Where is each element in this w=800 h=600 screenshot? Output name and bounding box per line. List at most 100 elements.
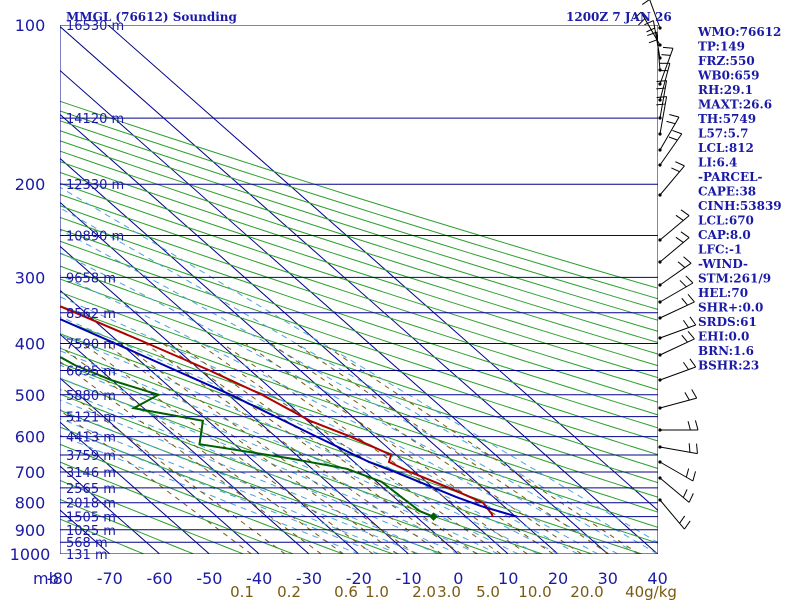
wind-barb-flag xyxy=(646,27,655,33)
pressure-tick-label: 900 xyxy=(15,521,46,540)
moist-adiabat xyxy=(60,296,579,554)
wind-barb-flag xyxy=(688,493,694,503)
height-label: 568 m xyxy=(66,536,108,551)
temperature-tick-label: -60 xyxy=(147,569,173,588)
wind-barb-flag xyxy=(689,358,697,368)
temperature-tick-label: -30 xyxy=(296,569,322,588)
wind-barb-flag xyxy=(679,515,686,524)
isotherm-line xyxy=(60,113,559,554)
height-label: 8562 m xyxy=(66,307,116,322)
temperature-tick-label: -10 xyxy=(396,569,422,588)
wind-barb xyxy=(659,477,690,503)
dewpoint-line xyxy=(60,355,434,518)
wind-barb xyxy=(659,237,690,263)
wind-barb-base xyxy=(658,43,662,47)
wind-barb xyxy=(659,282,694,303)
index-line: -WIND- xyxy=(698,257,748,271)
temperature-tick-label: 30 xyxy=(598,569,618,588)
wind-barb xyxy=(656,32,661,71)
mixing-ratio-line xyxy=(162,343,462,554)
wind-barb-flag xyxy=(689,316,697,326)
height-label: 5121 m xyxy=(66,411,116,426)
wind-barb-base xyxy=(658,116,662,120)
pressure-tick-label: 600 xyxy=(15,428,46,447)
sounding-curves xyxy=(60,305,518,521)
wind-barb-flag xyxy=(671,167,680,173)
height-label: 9658 m xyxy=(66,271,116,286)
indices-panel: WMO:76612TP:149FRZ:550WB0:659RH:29.1MAXT… xyxy=(697,25,782,373)
wind-barb xyxy=(649,0,661,29)
wind-barb-flag xyxy=(668,136,678,141)
mixing-ratio-tick-label: 0.2 xyxy=(277,583,301,600)
index-line: LCL:670 xyxy=(698,214,754,228)
wind-barb xyxy=(659,499,685,530)
wind-barb-flag xyxy=(656,103,666,106)
wind-barb-base xyxy=(658,460,662,464)
mixing-ratio-tick-label: 1.0 xyxy=(365,583,389,600)
wind-barb xyxy=(659,48,674,85)
mixing-ratio-line xyxy=(270,343,582,554)
isotherm-line xyxy=(60,333,310,554)
wind-barb-flag xyxy=(687,330,695,340)
wind-barb-base xyxy=(658,336,662,340)
wind-barb-flag xyxy=(669,114,680,118)
wind-barb-base xyxy=(658,132,662,136)
index-line: WB0:659 xyxy=(697,69,759,83)
wind-barb-flag xyxy=(687,293,695,303)
wind-barb-flag xyxy=(680,231,690,238)
index-line: STM:261/9 xyxy=(698,272,771,286)
wind-barb-flag xyxy=(644,20,654,26)
height-label: 7590 m xyxy=(66,337,116,352)
mixing-ratio-tick-label: 0.6 xyxy=(334,583,358,600)
wind-barb-flag xyxy=(687,421,691,431)
wind-barb-flag xyxy=(661,54,671,56)
wind-barb xyxy=(659,262,692,286)
moist-adiabat xyxy=(60,252,619,554)
wind-barb-base xyxy=(658,406,662,410)
wind-barb-flag xyxy=(656,87,666,90)
wind-barb-base xyxy=(658,163,662,167)
wind-barb-flag xyxy=(656,96,667,98)
parcel-line xyxy=(60,317,518,518)
pressure-tick-label: 800 xyxy=(15,494,46,513)
wind-barb xyxy=(659,165,685,196)
wind-barb-base xyxy=(658,428,662,432)
wind-barb-flag xyxy=(675,161,685,167)
mixing-ratio-tick-label: 0.1 xyxy=(230,583,254,600)
wind-barb-base xyxy=(658,260,662,264)
index-line: -PARCEL- xyxy=(698,170,763,184)
pressure-tick-label: 1000 xyxy=(10,545,51,564)
height-label: 5880 m xyxy=(66,389,116,404)
mixing-ratio-tick-label: 10.0 xyxy=(518,583,551,600)
index-line: FRZ:550 xyxy=(698,54,755,68)
height-label: 2565 m xyxy=(66,482,116,497)
wind-barb-flag xyxy=(638,18,646,26)
index-line: TP:149 xyxy=(698,40,745,54)
temperature-tick-label: -70 xyxy=(97,569,123,588)
wind-barb-flag xyxy=(692,471,696,482)
index-line: SRDS:61 xyxy=(698,315,757,329)
pressure-tick-label: 300 xyxy=(15,268,46,287)
background-grid xyxy=(60,25,658,554)
mixing-ratio-tick-label: 5.0 xyxy=(476,583,500,600)
height-label: 1505 m xyxy=(66,511,116,526)
wind-barb-flag xyxy=(666,120,676,125)
height-label: 16530 m xyxy=(66,19,124,34)
pressure-tick-label: 100 xyxy=(15,16,46,35)
wind-barb-flag xyxy=(677,261,686,268)
temperature-tick-label: 40 xyxy=(647,569,667,588)
wind-barb-flag xyxy=(672,129,682,135)
wind-barb-flag xyxy=(688,443,691,453)
wind-barb-base xyxy=(658,316,662,320)
height-label: 4413 m xyxy=(66,431,116,446)
height-label: 6695 m xyxy=(66,365,116,380)
wind-barb-base xyxy=(658,498,662,502)
wind-barb xyxy=(659,324,696,339)
index-line: CAPE:38 xyxy=(698,185,756,199)
wind-barb-flag xyxy=(648,39,658,44)
dry-adiabat xyxy=(60,443,344,554)
index-line: TH:5749 xyxy=(698,112,756,126)
index-line: EHI:0.0 xyxy=(698,330,749,344)
